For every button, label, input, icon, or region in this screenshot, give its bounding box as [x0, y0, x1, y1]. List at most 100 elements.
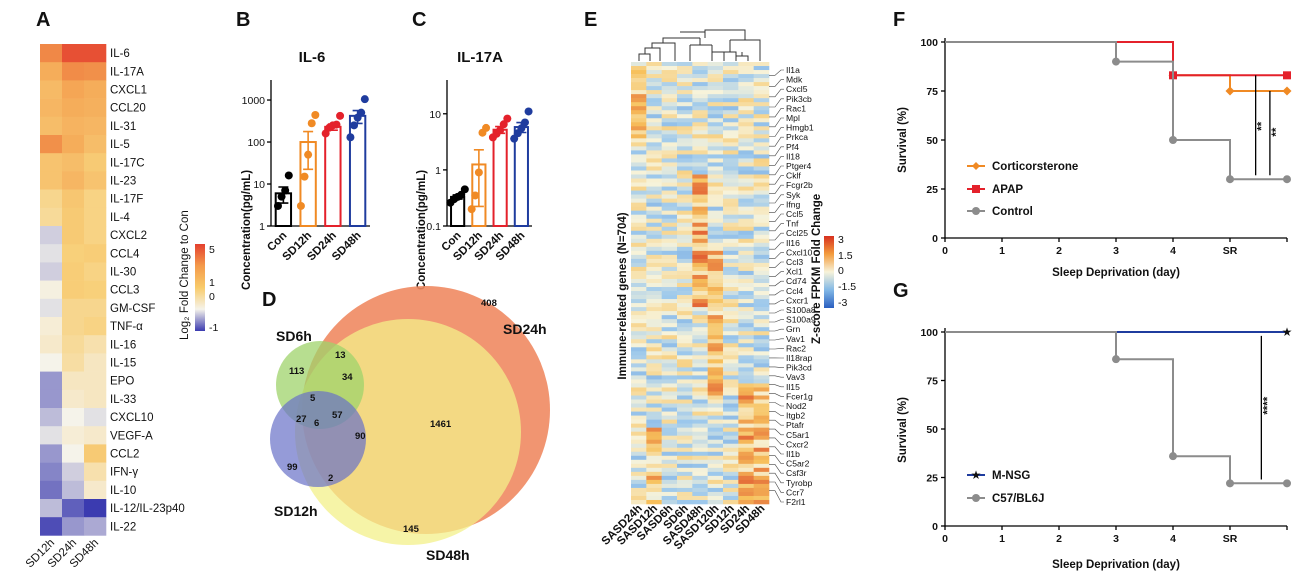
panel-e-cell-81-6: [723, 387, 739, 392]
panel-c-point-sd12h-1: [471, 191, 480, 200]
panel-e-cell-56-7: [738, 287, 754, 292]
panel-e-cell-8-0: [631, 94, 647, 99]
panel-e-gene-il1b: Il1b: [786, 449, 800, 459]
panel-e-cell-48-3: [677, 254, 693, 260]
panel-e-cell-78-3: [677, 375, 693, 380]
panel-e-cell-56-0: [631, 287, 647, 292]
panel-e-gene-prkca: Prkca: [786, 132, 808, 142]
panel-e-gene-pf4: Pf4: [786, 142, 799, 152]
panel-e-cell-41-6: [723, 226, 739, 232]
panel-e-cell-76-5: [707, 367, 724, 372]
panel-e-cell-81-5: [707, 387, 724, 392]
panel-e-cell-33-1: [646, 194, 662, 199]
panel-e-cell-24-6: [723, 158, 739, 163]
panel-a-cell-il-10-sd12h: [40, 480, 63, 500]
panel-g-ytick-label-50: 50: [926, 424, 938, 436]
panel-e-cell-73-3: [677, 355, 693, 360]
panel-e-cell-62-3: [677, 311, 693, 316]
panel-e-cell-9-7: [738, 98, 754, 103]
panel-e-cell-104-4: [692, 479, 708, 485]
panel-e-cell-74-3: [677, 359, 693, 364]
panel-e-cell-69-8: [753, 339, 770, 344]
panel-e-cell-98-6: [723, 455, 739, 461]
panel-e-cell-72-4: [692, 351, 708, 356]
panel-e-dendrogram: [638, 29, 761, 61]
panel-e-cell-72-6: [723, 351, 739, 356]
panel-e-cell-25-3: [677, 162, 693, 167]
panel-e-cell-66-8: [753, 327, 770, 332]
panel-e-cell-31-0: [631, 186, 647, 191]
panel-e-cell-24-7: [738, 158, 754, 163]
panel-e-cell-100-5: [707, 463, 724, 469]
panel-e-cell-18-1: [646, 134, 662, 139]
panel-e-cell-27-1: [646, 170, 662, 175]
panel-e-cell-81-7: [738, 387, 754, 392]
panel-a-cell-il-5-sd48h: [84, 135, 107, 154]
panel-e-cell-22-3: [677, 150, 693, 155]
panel-b-label: B: [236, 9, 250, 31]
panel-e-cell-86-1: [646, 407, 662, 412]
panel-e-cell-17-2: [661, 130, 678, 135]
venn-count-5: 5: [310, 393, 316, 404]
panel-e-cell-95-7: [738, 443, 754, 449]
panel-e-cell-88-2: [661, 415, 678, 420]
panel-e-cell-2-2: [661, 70, 678, 75]
panel-e-cell-11-4: [692, 106, 708, 111]
panel-e-cell-7-3: [677, 90, 693, 95]
panel-e-cell-3-0: [631, 74, 647, 79]
panel-e-cell-43-2: [661, 234, 678, 240]
panel-e-cell-90-5: [707, 423, 724, 428]
panel-e-cell-1-2: [661, 66, 678, 71]
panel-e-cell-9-6: [723, 98, 739, 103]
panel-e-cell-92-8: [753, 431, 770, 436]
panel-e-cell-93-6: [723, 435, 739, 441]
panel-e-cell-12-3: [677, 110, 693, 115]
panel-e-cell-4-8: [753, 78, 770, 83]
panel-a-gene-epo: EPO: [110, 376, 134, 388]
panel-e-cell-102-7: [738, 471, 754, 477]
panel-g-label: G: [893, 280, 909, 302]
panel-e-cell-102-5: [707, 471, 724, 477]
panel-e-cell-33-8: [753, 194, 770, 199]
panel-f-marker-corticorsterone-5: [1225, 86, 1235, 96]
panel-e-cell-49-8: [753, 258, 770, 264]
panel-e-cell-34-8: [753, 198, 770, 203]
panel-e-cell-99-6: [723, 459, 739, 465]
panel-e-cell-83-7: [738, 395, 754, 400]
panel-e-gene-ptafr: Ptafr: [786, 420, 804, 430]
panel-e-cell-40-3: [677, 222, 693, 228]
panel-a-gene-il-17c: IL-17C: [110, 157, 145, 169]
panel-e-cell-0-3: [677, 62, 693, 67]
panel-e-cell-70-7: [738, 343, 754, 348]
panel-e-cell-83-0: [631, 395, 647, 400]
panel-a-cell-epo-sd12h: [40, 371, 63, 391]
panel-a-cell-il-23-sd12h: [40, 171, 63, 190]
panel-e-cell-36-2: [661, 206, 678, 211]
panel-e-gene-leader-prkca: [769, 136, 784, 147]
panel-f-label: F: [893, 9, 905, 31]
panel-e-cell-107-0: [631, 491, 647, 497]
panel-a-gene-il-4: IL-4: [110, 212, 130, 224]
panel-e-cell-100-6: [723, 463, 739, 469]
panel-e-cell-101-8: [753, 467, 770, 473]
panel-e-cell-35-3: [677, 202, 693, 207]
panel-e-cell-40-5: [707, 222, 724, 228]
panel-e-cell-67-5: [707, 331, 724, 336]
panel-e-cell-78-6: [723, 375, 739, 380]
panel-f-sig-mark-0: **: [1257, 121, 1269, 130]
panel-e-cell-62-0: [631, 311, 647, 316]
panel-e-cell-80-3: [677, 383, 693, 388]
panel-e-cell-35-0: [631, 202, 647, 207]
panel-a-gene-il-5: IL-5: [110, 139, 130, 151]
panel-e-cell-10-7: [738, 102, 754, 107]
panel-e-cell-75-1: [646, 363, 662, 368]
panel-e-cell-100-2: [661, 463, 678, 469]
panel-e-cell-101-4: [692, 467, 708, 473]
panel-e-cell-85-2: [661, 403, 678, 408]
panel-e-cell-7-6: [723, 90, 739, 95]
panel-c-tick-label-1: 1: [435, 165, 441, 177]
panel-e-cell-68-6: [723, 335, 739, 340]
panel-a-cell-tnf-sd24h: [62, 317, 85, 336]
panel-e-cell-88-3: [677, 415, 693, 420]
panel-e-cell-11-7: [738, 106, 754, 111]
